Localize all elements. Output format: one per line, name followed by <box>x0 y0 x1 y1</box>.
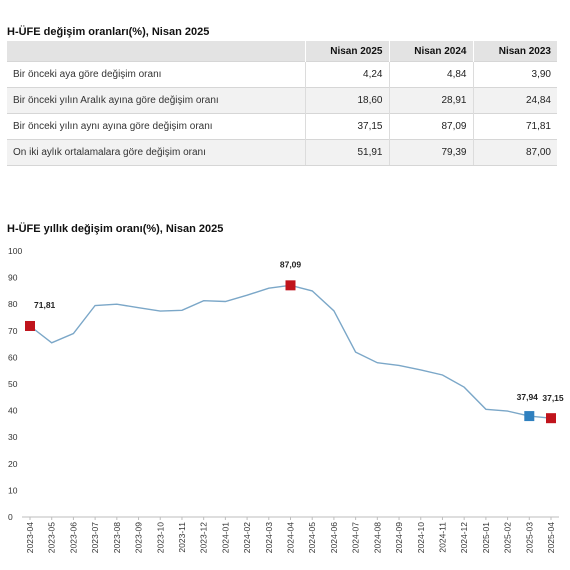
row-label: Bir önceki yılın aynı ayına göre değişim… <box>7 113 305 140</box>
x-tick-label: 2024-08 <box>372 522 382 553</box>
x-tick-label: 2023-10 <box>155 522 165 553</box>
cell-value: 87,09 <box>388 113 473 140</box>
cell-value: 24,84 <box>472 87 557 114</box>
x-tick-label: 2023-07 <box>90 522 100 553</box>
cell-value: 37,15 <box>304 113 389 140</box>
x-tick-label: 2023-08 <box>112 522 122 553</box>
y-tick-label: 40 <box>8 406 18 416</box>
cell-value: 18,60 <box>304 87 389 114</box>
x-tick-label: 2024-01 <box>220 522 230 553</box>
y-tick-label: 80 <box>8 299 18 309</box>
y-tick-label: 10 <box>8 485 18 495</box>
cell-value: 51,91 <box>304 139 389 166</box>
row-label: Bir önceki yılın Aralık ayına göre değiş… <box>7 87 305 114</box>
y-tick-label: 20 <box>8 459 18 469</box>
x-tick-label: 2023-05 <box>47 522 57 553</box>
cell-value: 87,00 <box>472 139 557 166</box>
data-marker <box>285 280 296 291</box>
cell-value: 79,39 <box>388 139 473 166</box>
table-row: Bir önceki yılın aynı ayına göre değişim… <box>7 113 557 140</box>
x-tick-label: 2024-11 <box>437 522 447 553</box>
x-tick-label: 2025-04 <box>546 522 556 553</box>
line-chart: 0 10 20 30 40 50 60 70 80 90 100 2023-04 2023-05 2023… <box>8 246 564 553</box>
column-header: Nisan 2024 <box>388 41 473 62</box>
cell-value: 28,91 <box>388 87 473 114</box>
x-tick-label: 2024-10 <box>416 522 426 553</box>
table-row: Bir önceki yılın Aralık ayına göre değiş… <box>7 87 557 114</box>
x-tick-label: 2024-07 <box>351 522 361 553</box>
x-tick-label: 2025-02 <box>503 522 513 553</box>
cell-value: 4,24 <box>304 61 389 88</box>
column-header <box>7 41 305 62</box>
y-tick-label: 30 <box>8 432 18 442</box>
table-row: On iki aylık ortalamalara göre değişim o… <box>7 139 557 166</box>
x-tick-label: 2024-12 <box>459 522 469 553</box>
table-header-row: Nisan 2025 Nisan 2024 Nisan 2023 <box>7 41 557 62</box>
x-tick-label: 2024-02 <box>242 522 252 553</box>
cell-value: 4,84 <box>388 61 473 88</box>
cell-value: 3,90 <box>472 61 557 88</box>
chart-title: H-ÜFE yıllık değişim oranı(%), Nisan 202… <box>7 223 224 235</box>
row-label: Bir önceki aya göre değişim oranı <box>7 61 305 88</box>
y-tick-label: 90 <box>8 273 18 283</box>
column-header: Nisan 2025 <box>304 41 389 62</box>
table-title: H-ÜFE değişim oranları(%), Nisan 2025 <box>7 26 210 38</box>
rates-table: Nisan 2025 Nisan 2024 Nisan 2023 Bir önc… <box>7 41 557 166</box>
x-tick-label: 2024-04 <box>286 522 296 553</box>
row-label: On iki aylık ortalamalara göre değişim o… <box>7 139 305 166</box>
data-label: 87,09 <box>280 259 302 269</box>
x-tick-label: 2024-03 <box>264 522 274 553</box>
y-tick-label: 60 <box>8 352 18 362</box>
data-marker <box>25 320 35 331</box>
cell-value: 71,81 <box>472 113 557 140</box>
x-tick-label: 2025-01 <box>481 522 491 553</box>
data-label: 71,81 <box>34 300 56 310</box>
series-line <box>29 284 552 419</box>
x-tick-label: 2023-11 <box>177 522 187 553</box>
table-row: Bir önceki aya göre değişim oranı 4,24 4… <box>7 61 557 88</box>
x-tick-label: 2023-09 <box>134 522 144 553</box>
x-tick-label: 2023-06 <box>68 522 78 553</box>
data-marker <box>524 411 535 422</box>
y-tick-label: 70 <box>8 326 18 336</box>
data-label: 37,94 <box>517 392 539 402</box>
x-tick-label: 2023-04 <box>25 522 35 553</box>
column-header: Nisan 2023 <box>472 41 557 62</box>
y-tick-label: 0 <box>8 512 13 522</box>
y-tick-label: 100 <box>8 246 22 256</box>
x-tick-label: 2024-06 <box>329 522 339 553</box>
x-tick-label: 2024-05 <box>307 522 317 553</box>
x-tick-label: 2025-03 <box>524 522 534 553</box>
data-label: 37,15 <box>542 393 564 403</box>
y-tick-label: 50 <box>8 379 18 389</box>
x-tick-label: 2023-12 <box>199 522 209 553</box>
data-marker <box>546 413 556 424</box>
x-tick-label: 2024-09 <box>394 522 404 553</box>
